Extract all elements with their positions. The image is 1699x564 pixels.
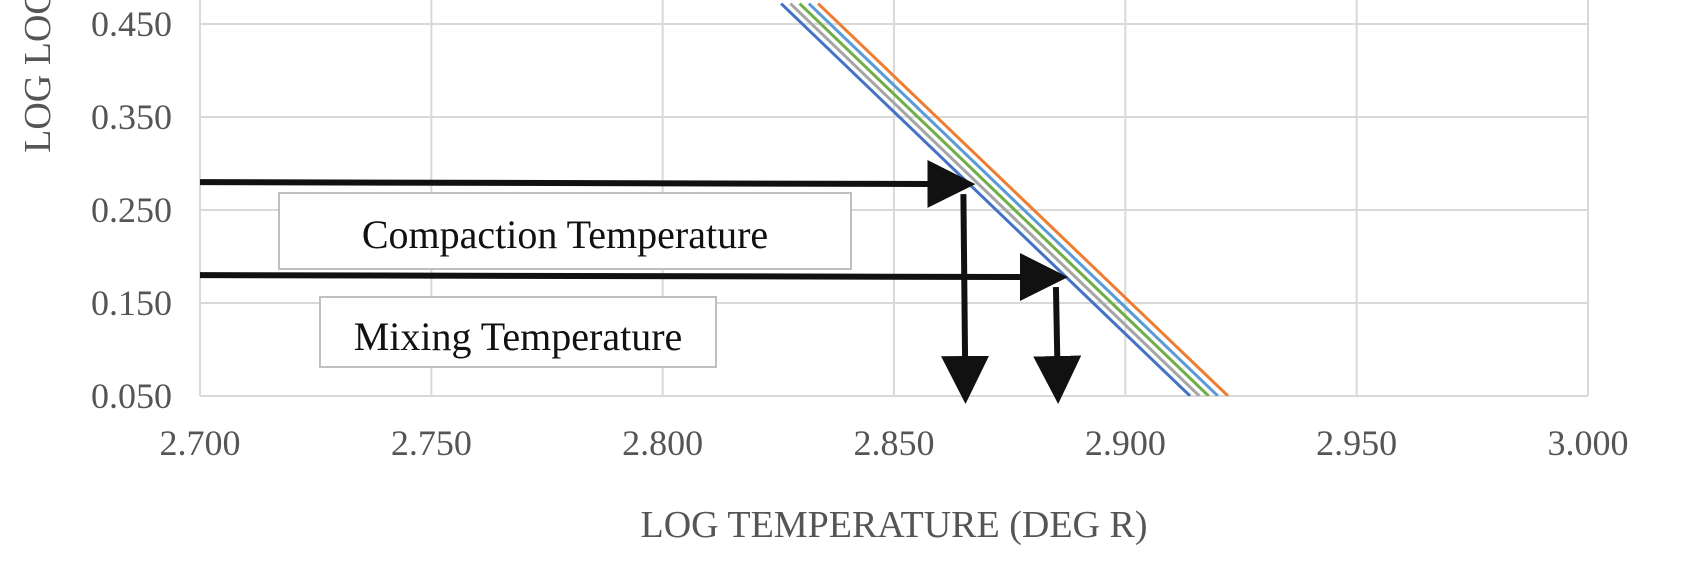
tick-labels: 2.700 2.750 2.800 2.850 2.900 2.950 3.000 0.050… bbox=[91, 4, 1629, 463]
annotation-label: Compaction Temperature bbox=[362, 212, 768, 257]
y-axis-title: LOG LOG bbox=[17, 0, 59, 153]
x-tick-label: 2.950 bbox=[1316, 423, 1397, 463]
y-tick-label: 0.350 bbox=[91, 97, 172, 137]
y-tick-label: 0.150 bbox=[91, 283, 172, 323]
y-tick-label: 0.250 bbox=[91, 190, 172, 230]
series-line-5 bbox=[817, 2, 1230, 396]
x-tick-label: 2.800 bbox=[622, 423, 703, 463]
annotation-arrow-horizontal bbox=[199, 160, 976, 209]
x-tick-label: 2.850 bbox=[854, 423, 935, 463]
annotation-arrow-vertical bbox=[1033, 287, 1082, 404]
annotation-arrow-horizontal bbox=[199, 253, 1068, 302]
series-layer bbox=[780, 2, 1230, 396]
grid bbox=[199, 0, 1589, 397]
annotation-layer: Compaction Temperature Mixing Temperature bbox=[199, 160, 1082, 404]
series-line-2 bbox=[789, 2, 1201, 396]
y-tick-label: 0.450 bbox=[91, 4, 172, 44]
annotation-label: Mixing Temperature bbox=[354, 314, 683, 359]
y-tick-label: 0.050 bbox=[91, 376, 172, 416]
annotation-box bbox=[278, 192, 852, 270]
x-tick-label: 2.700 bbox=[160, 423, 241, 463]
x-tick-label: 3.000 bbox=[1548, 423, 1629, 463]
x-axis-title: LOG TEMPERATURE (DEG R) bbox=[640, 504, 1147, 546]
x-tick-label: 2.750 bbox=[391, 423, 472, 463]
series-line-3 bbox=[798, 2, 1210, 396]
series-line-4 bbox=[807, 2, 1219, 396]
annotation-arrow-vertical bbox=[941, 194, 990, 404]
x-tick-label: 2.900 bbox=[1085, 423, 1166, 463]
annotation-box bbox=[319, 296, 717, 368]
series-line-1 bbox=[780, 2, 1192, 396]
